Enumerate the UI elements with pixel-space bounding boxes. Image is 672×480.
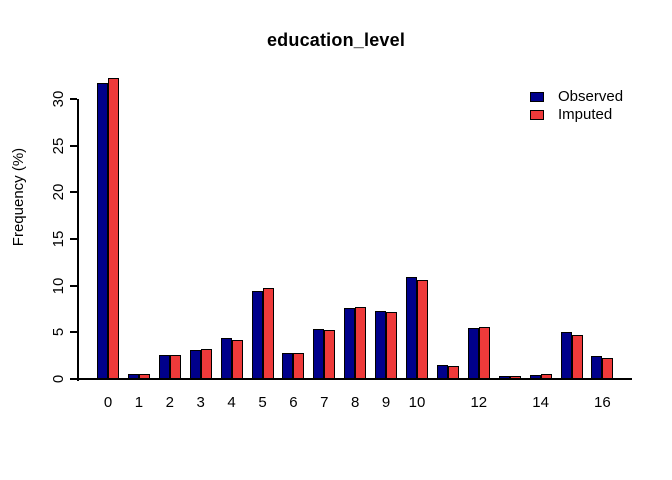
- bar-observed-7: [313, 328, 325, 379]
- y-tick-label: 20: [50, 183, 67, 201]
- x-axis-line: [77, 378, 632, 380]
- bar-imputed-10: [417, 280, 428, 379]
- x-tick-label: 10: [408, 394, 426, 411]
- bar-observed-8: [344, 308, 356, 379]
- legend-swatch-imputed: [530, 110, 544, 120]
- bar-observed-13: [498, 376, 510, 379]
- y-tick-label: 25: [50, 137, 67, 154]
- x-tick-label: 8: [351, 394, 360, 411]
- y-axis-tick: [70, 378, 77, 380]
- bar-imputed-8: [355, 307, 367, 379]
- y-axis-tick: [70, 98, 77, 100]
- bar-observed-15: [560, 332, 572, 379]
- bar-imputed-2: [169, 354, 181, 379]
- legend-swatch-observed: [530, 92, 544, 102]
- legend-item-imputed: Imputed: [530, 106, 623, 124]
- bar-imputed-5: [262, 288, 274, 379]
- bar-observed-3: [189, 350, 201, 379]
- bar-observed-11: [436, 365, 448, 379]
- x-tick-label: 5: [258, 394, 267, 411]
- bar-imputed-0: [108, 77, 119, 379]
- bar-observed-6: [282, 352, 294, 379]
- x-tick-label: 16: [594, 394, 611, 411]
- bar-observed-2: [158, 354, 170, 379]
- bar-imputed-6: [293, 352, 305, 379]
- x-tick-label: 6: [289, 394, 298, 411]
- y-axis-tick: [70, 144, 77, 147]
- y-axis-tick: [70, 238, 77, 240]
- legend-label: Observed: [558, 88, 624, 105]
- x-tick-label: 2: [165, 394, 174, 411]
- bar-imputed-16: [602, 358, 614, 379]
- bar-imputed-12: [478, 326, 490, 379]
- legend-label: Imputed: [558, 106, 613, 123]
- x-tick-label: 12: [470, 394, 488, 411]
- y-axis-tick: [70, 331, 77, 334]
- bar-observed-0: [97, 83, 108, 379]
- bar-imputed-7: [324, 330, 336, 379]
- legend: Observed Imputed: [530, 88, 623, 124]
- bar-imputed-15: [571, 335, 583, 379]
- bar-observed-5: [251, 291, 263, 379]
- legend-item-observed: Observed: [530, 88, 623, 106]
- y-tick-label: 5: [50, 328, 67, 337]
- bar-observed-14: [529, 375, 541, 379]
- y-tick-label: 10: [50, 277, 67, 294]
- bar-imputed-1: [138, 374, 150, 379]
- bar-observed-16: [591, 355, 603, 379]
- x-tick-label: 9: [381, 394, 391, 411]
- y-axis-label: Frequency (%): [10, 147, 27, 247]
- bar-imputed-13: [509, 376, 521, 379]
- y-axis-tick: [70, 284, 77, 287]
- bar-observed-9: [375, 310, 387, 379]
- x-tick-label: 14: [532, 394, 549, 411]
- bar-observed-4: [220, 337, 232, 379]
- bar-imputed-4: [231, 339, 243, 379]
- x-tick-label: 4: [227, 394, 236, 411]
- x-tick-label: 0: [103, 394, 113, 411]
- bar-imputed-9: [386, 311, 398, 379]
- bar-imputed-14: [540, 374, 552, 379]
- bar-imputed-11: [447, 365, 459, 379]
- y-tick-label: 15: [50, 230, 67, 248]
- y-axis-tick: [70, 191, 77, 194]
- x-tick-label: 1: [134, 394, 144, 411]
- y-axis-line: [77, 99, 79, 381]
- chart-title: education_level: [266, 30, 406, 50]
- bar-observed-1: [127, 374, 139, 379]
- y-tick-label: 30: [50, 90, 67, 108]
- bar-observed-12: [467, 327, 479, 379]
- x-tick-label: 3: [196, 394, 205, 411]
- bar-imputed-3: [200, 349, 212, 379]
- x-tick-label: 7: [320, 394, 329, 411]
- bar-observed-10: [406, 277, 417, 379]
- y-tick-label: 0: [50, 374, 67, 384]
